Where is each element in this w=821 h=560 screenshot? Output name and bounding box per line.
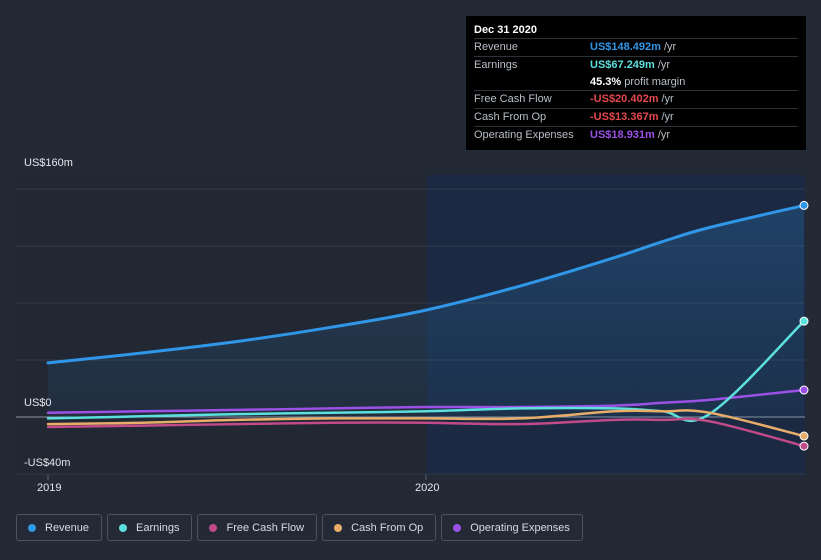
legend-dot-icon [28,523,36,532]
tooltip-label: Earnings [474,58,518,71]
earnings-end-point [799,316,809,326]
tooltip-panel: Dec 31 2020 Revenue US$148.492m /yr Earn… [466,16,806,150]
operating-expenses-line [46,388,806,414]
y-axis-zero-label: US$0 [24,397,52,409]
tooltip-unit: /yr [661,111,674,124]
tooltip-row-cash-from-op: Cash From Op -US$13.367m /yr [474,108,798,126]
cash-from-op-end-point [799,431,809,441]
tooltip-unit: profit margin [624,75,686,88]
tooltip-label: Cash From Op [474,111,547,124]
tooltip-unit: /yr [657,128,671,141]
tooltip-unit: /yr [663,41,677,53]
tooltip-value: US$67.249m [590,58,655,71]
tooltip-date: Dec 31 2020 [474,24,537,36]
legend-item-cash-from-op[interactable]: Cash From Op [322,514,437,541]
legend-label: Operating Expenses [470,521,570,534]
x-tick-label-2019: 2019 [37,482,61,494]
tooltip-row-revenue: Revenue US$148.492m /yr [474,38,798,56]
legend-label: Cash From Op [351,521,424,534]
legend-label: Free Cash Flow [226,521,305,534]
legend-item-free-cash-flow[interactable]: Free Cash Flow [197,514,318,541]
y-axis-top-label: US$160m [24,157,73,169]
tooltip-label: Revenue [474,41,519,53]
tooltip-value: US$18.931m [590,128,655,141]
legend-item-earnings[interactable]: Earnings [107,514,193,541]
chart-area: US$160m US$0 -US$40m 2019 2020 [16,157,809,494]
x-tick-label-2020: 2020 [415,482,439,494]
free-cash-flow-line [46,417,806,448]
legend-label: Earnings [136,521,180,534]
legend: Revenue Earnings Free Cash Flow Cash Fro… [16,514,583,541]
legend-item-operating-expenses[interactable]: Operating Expenses [441,514,583,541]
legend-label: Revenue [45,521,90,534]
tooltip-value: US$148.492m [590,41,661,53]
legend-item-revenue[interactable]: Revenue [16,514,103,541]
tooltip-value: -US$13.367m [590,111,659,124]
tooltip-label [474,74,590,91]
legend-dot-icon [453,523,462,532]
revenue-line [46,203,806,365]
legend-dot-icon [209,523,218,532]
legend-dot-icon [119,523,128,532]
tooltip-unit: /yr [661,93,674,106]
tooltip-row-earnings: Earnings US$67.249m /yr [474,55,798,74]
free-cash-flow-end-point [799,441,809,451]
tooltip-row-operating-expenses: Operating Expenses US$18.931m /yr [474,125,798,144]
tooltip-label: Operating Expenses [474,128,574,141]
earnings-line [46,319,806,423]
tooltip-value: -US$20.402m [590,93,659,106]
y-axis-bottom-label: -US$40m [24,457,70,469]
legend-dot-icon [334,523,343,532]
tooltip-row-free-cash-flow: Free Cash Flow -US$20.402m /yr [474,90,798,108]
cash-from-op-line [46,409,806,438]
tooltip-row-profit-margin: 45.3% profit margin [474,74,798,91]
tooltip-value: 45.3% [590,75,622,88]
operating-expenses-end-point [799,385,809,395]
revenue-end-point [799,200,809,210]
tooltip-unit: /yr [657,58,671,71]
tooltip-label: Free Cash Flow [474,93,552,106]
